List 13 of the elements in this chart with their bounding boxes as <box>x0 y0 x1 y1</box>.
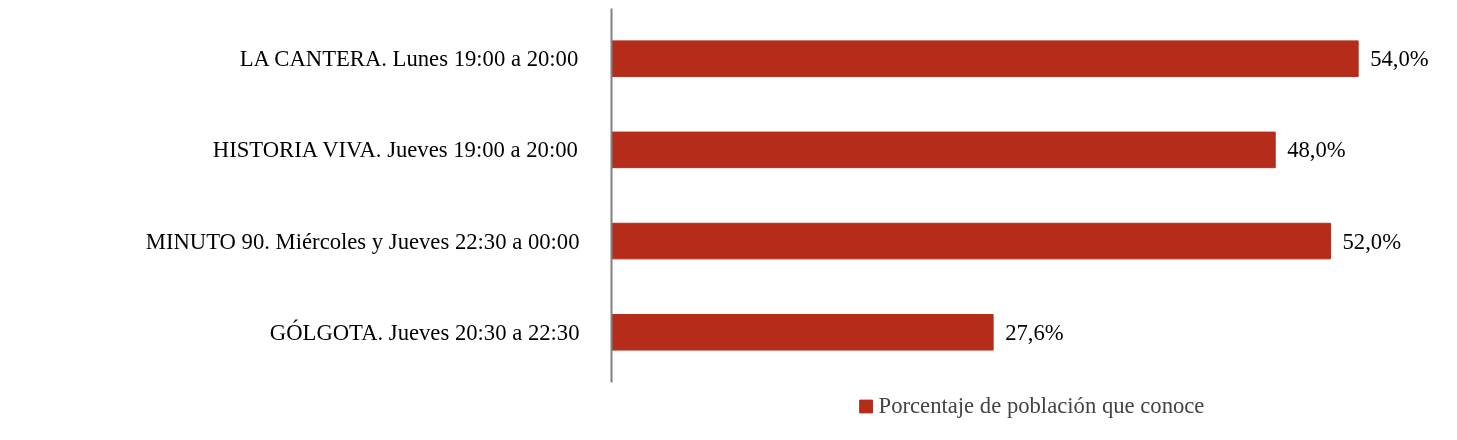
bar <box>611 131 1276 169</box>
data-label: 27,6% <box>1005 319 1064 345</box>
data-label: 48,0% <box>1287 137 1346 163</box>
data-label: 52,0% <box>1342 228 1402 254</box>
legend-label: Porcentaje de población que conoce <box>878 393 1205 419</box>
y-tick-label: LA CANTERA. Lunes 19:00 a 20:00 <box>239 46 579 72</box>
y-tick-label: MINUTO 90. Miércoles y Jueves 22:30 a 00:00 <box>145 228 580 254</box>
y-tick-label: GÓLGOTA. Jueves 20:30 a 22:30 <box>269 318 580 345</box>
bar <box>611 314 994 351</box>
y-tick-label: HISTORIA VIVA. Jueves 19:00 a 20:00 <box>212 137 578 163</box>
bar <box>611 222 1332 260</box>
data-label: 54,0% <box>1370 46 1429 72</box>
bar <box>611 40 1359 77</box>
